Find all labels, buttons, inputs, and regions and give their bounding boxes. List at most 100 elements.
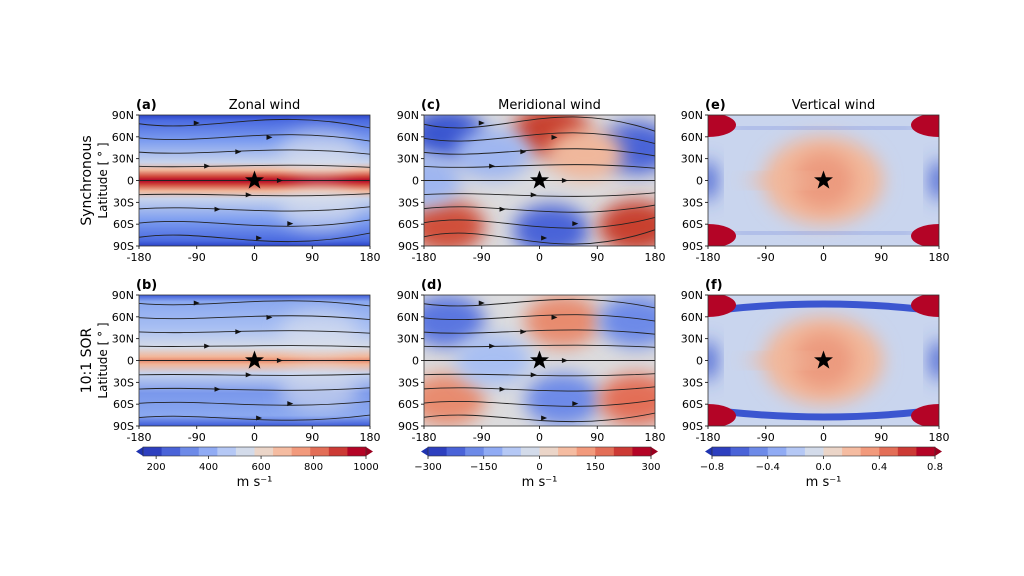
y-tick-label: 60N (112, 131, 134, 144)
field-blob (743, 175, 824, 186)
colorbar-tick-label: 150 (586, 462, 605, 473)
row-label: Synchronous (79, 135, 95, 225)
colorbar-segment (161, 447, 181, 456)
streamline-arrow (235, 149, 242, 155)
streamline-arrow (520, 149, 527, 155)
star-icon (814, 170, 833, 189)
panel-letter: (b) (136, 278, 157, 293)
x-tick-label: -180 (127, 251, 152, 264)
field-blob (279, 187, 360, 232)
colorbar-segment (804, 447, 824, 456)
colorbar-tick-label: −150 (470, 462, 497, 473)
streamline (424, 192, 655, 197)
colorbar-segment (446, 447, 466, 456)
streamline-arrow (204, 343, 211, 349)
x-tick-label: 0 (251, 251, 258, 264)
x-tick-label: 90 (874, 431, 888, 444)
x-tick-label: 90 (305, 431, 319, 444)
streamline-arrow (478, 300, 485, 306)
streamline-arrow (489, 163, 496, 169)
field-band (727, 408, 920, 421)
y-tick-label: 60S (113, 398, 134, 411)
streamline (139, 206, 370, 212)
colorbar-segment (730, 447, 750, 456)
streamline (139, 118, 370, 129)
field-band (727, 300, 920, 313)
colorbar-extend-low (421, 447, 428, 456)
streamline (139, 164, 370, 168)
y-tick-label: 30N (397, 153, 419, 166)
y-tick-label: 90N (681, 109, 703, 122)
y-tick-label: 30S (113, 196, 134, 209)
y-tick-label: 0 (127, 175, 134, 188)
colorbar-segment (428, 447, 448, 456)
star-icon (245, 170, 264, 189)
colorbar-tick-label: 300 (641, 462, 660, 473)
y-tick-label: 30N (681, 333, 703, 346)
colorbar-segment (842, 447, 862, 456)
streamline (139, 134, 370, 142)
panel-letter: (c) (421, 98, 441, 113)
colorbar-tick-label: −0.8 (700, 462, 724, 473)
panel-letter: (a) (136, 98, 157, 113)
star-icon (530, 350, 549, 369)
x-tick-label: 180 (929, 251, 950, 264)
x-tick-label: 180 (645, 251, 666, 264)
y-tick-label: 30N (112, 333, 134, 346)
field-corner-blob (708, 224, 736, 246)
streamline (424, 116, 655, 132)
y-tick-label: 60S (113, 218, 134, 231)
streamline (139, 315, 370, 321)
y-tick-label: 90S (113, 420, 134, 433)
field-blob (931, 160, 939, 201)
y-tick-label: 30S (682, 196, 703, 209)
colorbar-tick-label: −300 (414, 462, 441, 473)
colorbar-segment (897, 447, 917, 456)
colorbar-segment (879, 447, 899, 456)
streamline-arrow (235, 329, 242, 335)
streamline (139, 300, 370, 307)
panel-letter: (d) (421, 278, 442, 293)
field-band (727, 125, 920, 131)
y-tick-label: 30S (398, 196, 419, 209)
streamline (424, 386, 655, 392)
streamline (424, 344, 655, 348)
x-tick-label: 0 (820, 431, 827, 444)
x-tick-label: -180 (696, 431, 721, 444)
colorbar-segment (916, 447, 936, 456)
streamline-arrow (276, 178, 283, 183)
y-tick-label: 0 (412, 175, 419, 188)
streamline (424, 216, 655, 229)
streamline (424, 373, 655, 377)
y-tick-label: 0 (412, 355, 419, 368)
colorbar-tick-label: 1000 (353, 462, 378, 473)
x-tick-label: -90 (473, 431, 491, 444)
y-tick-label: 30S (398, 376, 419, 389)
colorbar-segment (613, 447, 633, 456)
x-tick-label: 180 (645, 431, 666, 444)
colorbar-segment (291, 447, 311, 456)
field-corner-blob (911, 115, 939, 137)
x-tick-label: 0 (536, 431, 543, 444)
colorbar-segment (143, 447, 163, 456)
field-blob (513, 204, 590, 246)
panel-f: (f)90N 60N 30N 0 30S 60S 90S-180 -90 0 90 180 (681, 278, 950, 444)
x-tick-label: -180 (412, 431, 437, 444)
x-tick-label: 90 (590, 251, 604, 264)
colorbar-unit-label: m s⁻¹ (237, 475, 273, 490)
x-tick-label: -180 (412, 251, 437, 264)
y-tick-label: 90S (398, 240, 419, 253)
y-tick-label: 30S (682, 376, 703, 389)
streamline-arrow (256, 235, 263, 241)
x-tick-label: -90 (473, 251, 491, 264)
panel-d: (d)90N 60N 30N 0 30S 60S 90S-180 -90 0 90 180 (397, 278, 666, 444)
colorbar-tick-label: 0.4 (871, 462, 887, 473)
y-axis-label: Latitude [ ° ] (96, 142, 110, 218)
streamline (424, 314, 655, 322)
row-label: 10:1 SOR (79, 327, 95, 393)
colorbar-tick-label: 800 (304, 462, 323, 473)
x-tick-label: -180 (127, 431, 152, 444)
panel-title: Vertical wind (792, 98, 876, 113)
field-blob (424, 295, 486, 348)
